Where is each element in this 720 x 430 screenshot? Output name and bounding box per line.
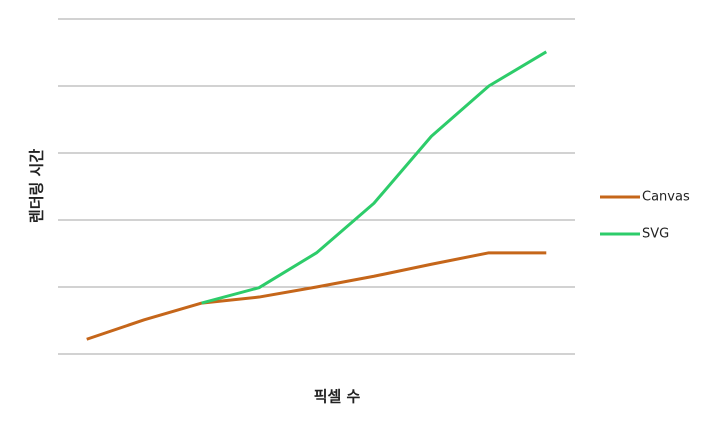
series-line [86,251,547,341]
series-line [201,50,548,305]
legend-label: SVG [642,227,669,242]
y-axis-label: 렌더링 시간 [28,149,46,223]
legend-label: Canvas [642,190,690,205]
x-axis-label: 픽셀 수 [314,388,361,406]
